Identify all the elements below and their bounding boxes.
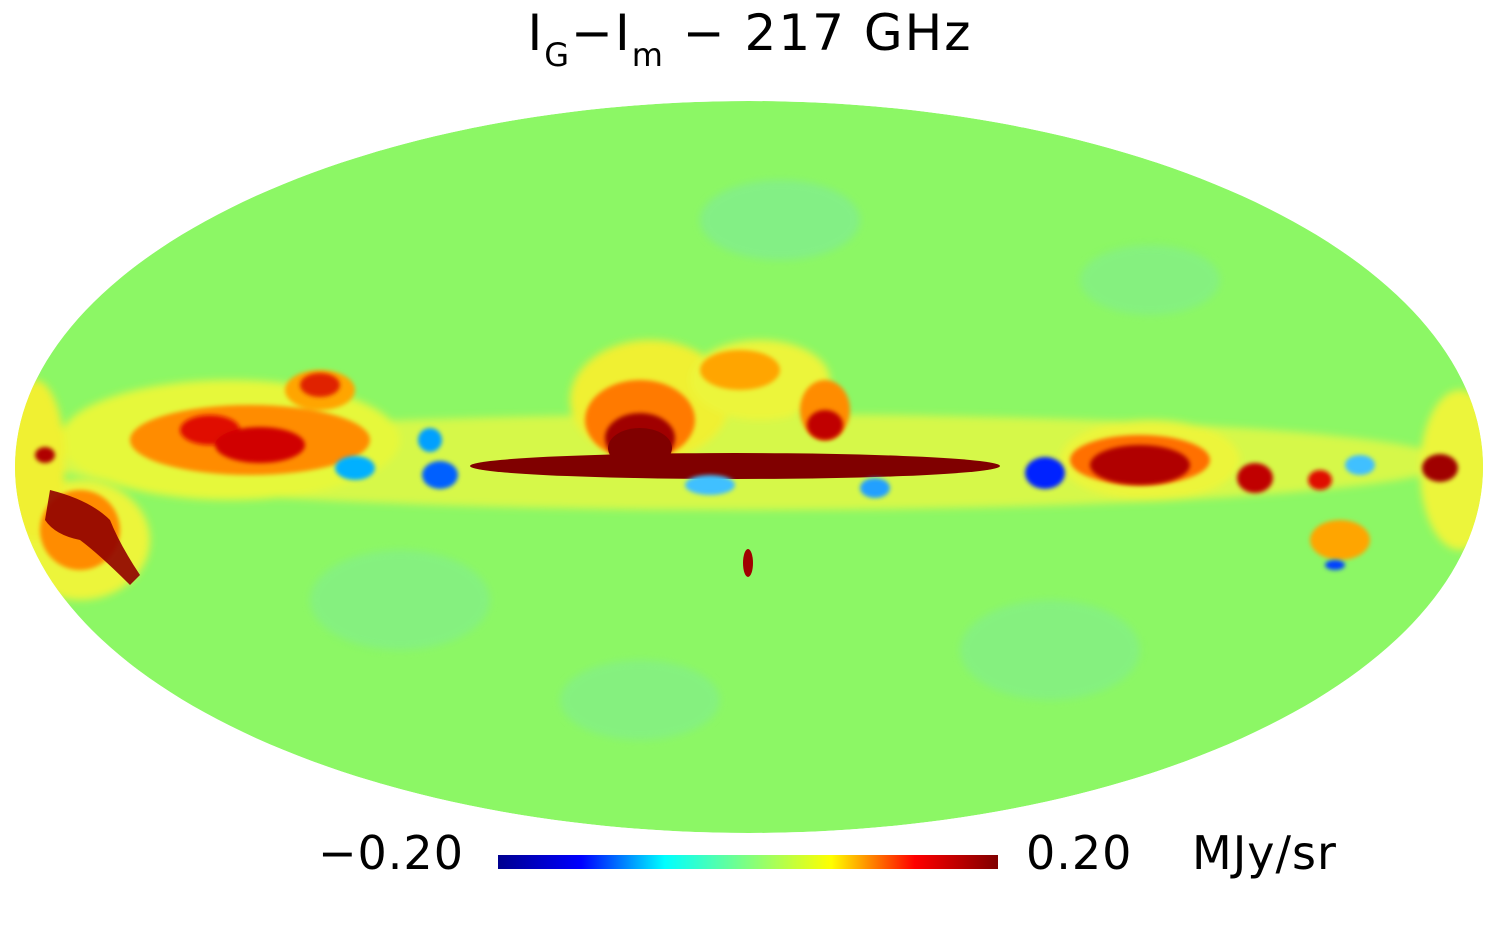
colorbar-unit-label: MJy/sr xyxy=(1192,826,1337,880)
title-sub-2: m xyxy=(631,36,665,74)
title-main-2: I xyxy=(614,4,632,62)
title-main-1: I xyxy=(527,4,545,62)
colorbar-min-label: −0.20 xyxy=(318,826,464,880)
title-rest: − 217 GHz xyxy=(664,4,973,62)
map-title: IG−Im − 217 GHz xyxy=(0,4,1500,74)
cyan-diffuse-regions xyxy=(310,180,1220,740)
colorbar-max-label: 0.20 xyxy=(1026,826,1133,880)
colorbar xyxy=(498,855,998,869)
blue-negative-regions xyxy=(335,428,1375,570)
title-dash: − xyxy=(571,4,615,62)
title-sub-1: G xyxy=(544,36,572,74)
galactic-plane-core xyxy=(45,428,1000,585)
